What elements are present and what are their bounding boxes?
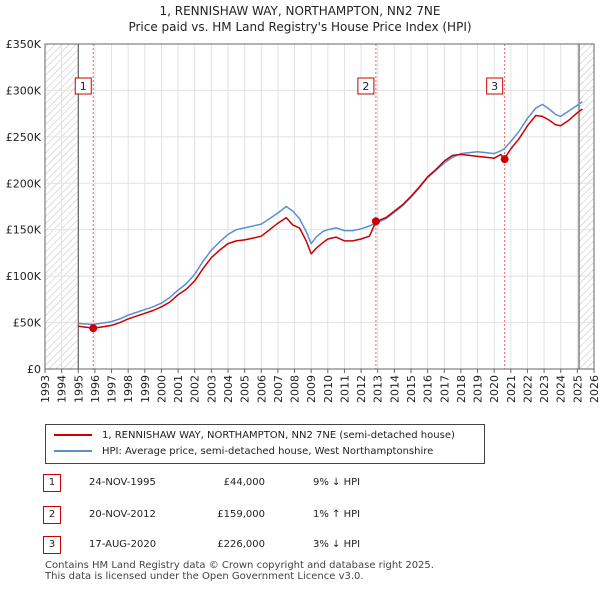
y-tick-label: £300K: [6, 84, 42, 97]
sale-point: [371, 217, 380, 226]
legend-label-hpi: HPI: Average price, semi-detached house,…: [102, 446, 434, 457]
x-tick-label: 1999: [139, 375, 152, 403]
x-tick-label: 1996: [89, 375, 102, 403]
x-tick-label: 2019: [472, 375, 485, 403]
footer-licence: This data is licensed under the Open Gov…: [45, 571, 364, 582]
sale-label: 2: [362, 80, 369, 93]
sale-label: 1: [80, 80, 87, 93]
x-tick-label: 2017: [438, 375, 451, 403]
price-chart: 1 2 3 £0 £50K £100K £150K £200K £250K £300K £350K 1…: [6, 38, 600, 403]
plot-background: [45, 44, 594, 369]
x-tick-label: 2026: [588, 375, 600, 403]
x-tick-label: 2002: [189, 375, 202, 403]
legend-item-property: 1, RENNISHAW WAY, NORTHAMPTON, NN2 7NE (…: [54, 429, 455, 443]
legend-swatch-hpi: [54, 450, 92, 452]
sale-label-box: [74, 77, 92, 95]
transaction-date: 20-NOV-2012: [89, 509, 156, 520]
x-tick-label: 2021: [505, 375, 518, 403]
transaction-number: 3: [43, 536, 61, 554]
x-tick-label: 2009: [305, 375, 318, 403]
x-tick-label: 2000: [155, 375, 168, 403]
x-tick-label: 2008: [289, 375, 302, 403]
transaction-price: £44,000: [223, 477, 265, 488]
x-tick-label: 2016: [422, 375, 435, 403]
y-tick-label: £200K: [6, 177, 42, 190]
x-tick-label: 2012: [355, 375, 368, 403]
legend-item-hpi: HPI: Average price, semi-detached house,…: [54, 445, 433, 459]
x-tick-label: 2014: [388, 375, 401, 403]
y-tick-label: £250K: [6, 131, 42, 144]
x-tick-label: 2013: [372, 375, 385, 403]
x-tick-label: 2005: [239, 375, 252, 403]
x-tick-label: 2023: [538, 375, 551, 403]
title-line-2: Price paid vs. HM Land Registry's House …: [128, 20, 472, 34]
x-tick-label: 1995: [72, 375, 85, 403]
x-tick-label: 2010: [322, 375, 335, 403]
hatched-range: [579, 44, 594, 369]
y-tick-label: £100K: [6, 270, 42, 283]
transaction-number: 1: [43, 474, 61, 492]
transaction-hpi: 9% ↓ HPI: [313, 477, 361, 488]
hpi-line: [78, 100, 583, 326]
transaction-hpi: 3% ↓ HPI: [313, 539, 361, 550]
x-tick-label: 1997: [106, 375, 119, 403]
y-tick-label: £350K: [6, 38, 42, 51]
transaction-hpi: 1% ↑ HPI: [313, 509, 361, 520]
transaction-date: 24-NOV-1995: [89, 477, 156, 488]
sale-label: 3: [491, 80, 498, 93]
transaction-number: 2: [43, 506, 61, 524]
x-tick-label: 2011: [338, 375, 351, 403]
footer-copyright: Contains HM Land Registry data © Crown c…: [45, 560, 434, 571]
x-tick-label: 2025: [571, 375, 584, 403]
x-tick-label: 2004: [222, 375, 235, 403]
x-tick-label: 2006: [255, 375, 268, 403]
x-tick-label: 2015: [405, 375, 418, 403]
x-tick-label: 2022: [521, 375, 534, 403]
y-tick-label: £50K: [13, 317, 42, 330]
transaction-date: 17-AUG-2020: [89, 539, 157, 550]
x-tick-label: 1998: [122, 375, 135, 403]
x-tick-label: 2001: [172, 375, 185, 403]
legend-label-property: 1, RENNISHAW WAY, NORTHAMPTON, NN2 7NE (…: [102, 430, 455, 441]
x-tick-label: 2024: [555, 375, 568, 403]
sale-point: [89, 324, 98, 333]
title-line-1: 1, RENNISHAW WAY, NORTHAMPTON, NN2 7NE: [159, 4, 441, 18]
chart-title: 1, RENNISHAW WAY, NORTHAMPTON, NN2 7NE P…: [0, 3, 600, 35]
x-tick-label: 2007: [272, 375, 285, 403]
transaction-price: £226,000: [217, 539, 265, 550]
sale-label-box: [486, 77, 504, 95]
y-tick-label: £0: [27, 363, 41, 376]
x-tick-label: 2003: [205, 375, 218, 403]
sale-point: [500, 155, 509, 164]
y-tick-label: £150K: [6, 224, 42, 237]
x-tick-label: 1993: [39, 375, 52, 403]
transaction-price: £159,000: [217, 509, 265, 520]
x-tick-label: 2018: [455, 375, 468, 403]
legend: 1, RENNISHAW WAY, NORTHAMPTON, NN2 7NE (…: [45, 424, 485, 464]
x-tick-label: 2020: [488, 375, 501, 403]
footer: Contains HM Land Registry data © Crown c…: [45, 560, 434, 582]
legend-swatch-property: [54, 434, 92, 436]
x-tick-label: 1994: [56, 375, 69, 403]
sale-label-box: [357, 77, 375, 95]
plot-frame: [44, 43, 595, 370]
